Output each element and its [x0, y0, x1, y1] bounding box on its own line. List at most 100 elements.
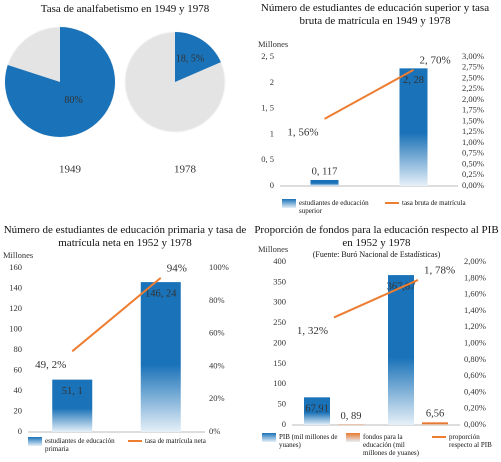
y-tick-label: 350 — [273, 276, 286, 286]
line-value-label: 1, 32% — [297, 325, 328, 337]
y2-tick-label: 3,00% — [462, 51, 484, 61]
y2-tick-label: 2,00% — [464, 256, 486, 266]
y-tick-label: 20 — [14, 405, 23, 415]
y2-tick-label: 20% — [209, 393, 225, 403]
y2-tick-label: 80% — [209, 295, 225, 305]
y-tick-label: 0 — [282, 419, 286, 429]
y-tick-label: 80 — [14, 344, 23, 354]
pie-value-label: 18, 5% — [176, 53, 204, 64]
y2-tick-label: 0,50% — [462, 158, 484, 168]
legend-label: PIB (mil millones de yuanes) — [279, 433, 338, 449]
y-tick-label: 150 — [273, 358, 286, 368]
legend-label: fondos para la educación (mil millones d… — [363, 433, 419, 457]
chart-subtitle: (Fuente: Buró Nacional de Estadísticas) — [312, 250, 441, 259]
y-tick-label: 0, 5 — [261, 154, 274, 164]
y2-tick-label: 60% — [209, 328, 225, 338]
y2-tick-label: 0,80% — [464, 354, 486, 364]
y2-tick-label: 0,20% — [464, 403, 486, 413]
y-tick-label: 1, 5 — [261, 103, 274, 113]
line-value-label: 1, 56% — [287, 126, 318, 138]
y-tick-label: 300 — [273, 297, 286, 307]
legend-swatch — [128, 440, 142, 442]
legend-swatch — [346, 433, 360, 442]
y2-tick-label: 40% — [209, 360, 225, 370]
y2-tick-label: 0,60% — [464, 370, 486, 380]
y-tick-label: 1 — [270, 128, 274, 138]
y2-tick-label: 1,00% — [464, 337, 486, 347]
y2-tick-label: 1,80% — [464, 272, 486, 282]
legend-item: tasa de matrícula neta — [128, 437, 218, 445]
y2-tick-label: 2,50% — [462, 72, 484, 82]
y-tick-label: 0 — [18, 426, 22, 436]
legend-label: tasa de matrícula neta — [145, 437, 206, 445]
bar — [52, 379, 93, 432]
pie-category-label: 1949 — [59, 164, 82, 176]
line — [324, 69, 414, 120]
y2-tick-label: 0,75% — [462, 148, 484, 158]
legend-item: estudiantes de educación superior — [282, 199, 382, 215]
bar-value-label: 2, 28 — [403, 75, 424, 86]
legend-label: estudiantes de educación superior — [299, 199, 369, 215]
y2-tick-label: 100% — [209, 262, 229, 272]
y2-tick-label: 1,60% — [464, 289, 486, 299]
pie-value-label: 80% — [64, 95, 82, 106]
legend-item: PIB (mil millones de yuanes) — [262, 433, 342, 449]
y2-tick-label: 0,25% — [462, 169, 484, 179]
bar-value-label: 0, 89 — [341, 411, 362, 422]
y2-tick-label: 0,40% — [464, 386, 486, 396]
y2-tick-label: 1,20% — [464, 321, 486, 331]
bar — [399, 68, 428, 186]
y2-tick-label: 0,00% — [464, 419, 486, 429]
bar — [310, 179, 339, 186]
legend-item: fondos para la educación (mil millones d… — [346, 433, 428, 457]
pie-category-label: 1978 — [174, 164, 197, 176]
y2-tick-label: 2,00% — [462, 94, 484, 104]
y2-tick-label: 1,00% — [462, 137, 484, 147]
legend-label: tasa bruta de matrícula — [402, 199, 466, 207]
y-tick-label: 60 — [14, 364, 23, 374]
line — [333, 279, 419, 319]
bar — [304, 397, 330, 425]
line-value-label: 49, 2% — [35, 359, 66, 371]
y-tick-label: 120 — [9, 303, 22, 313]
chart-title: Tasa de analfabetismo en 1949 y 1978 — [40, 3, 210, 15]
y-tick-label: 40 — [14, 385, 23, 395]
y-axis-label: Millones — [3, 250, 33, 260]
y-tick-label: 160 — [9, 262, 22, 272]
y2-tick-label: 2,25% — [462, 83, 484, 93]
y2-tick-label: 1,25% — [462, 126, 484, 136]
y-tick-label: 100 — [9, 323, 22, 333]
legend-label: proporción respecto al PIB — [449, 433, 492, 449]
y-tick-label: 140 — [9, 282, 22, 292]
legend-swatch — [385, 202, 399, 204]
legend-swatch — [262, 433, 276, 442]
bar — [422, 422, 448, 425]
legend-swatch — [28, 437, 42, 446]
bar-value-label: 6,56 — [426, 409, 444, 420]
legend-item: tasa bruta de matrícula — [385, 199, 485, 207]
bar — [140, 282, 181, 432]
bar — [388, 275, 414, 425]
y-axis-label: Millones — [258, 244, 288, 254]
legend-swatch — [282, 199, 296, 208]
pie-slice — [175, 32, 221, 82]
y-tick-label: 400 — [273, 256, 286, 266]
y-tick-label: 50 — [278, 399, 287, 409]
y2-tick-label: 2,75% — [462, 62, 484, 72]
legend-label: estudiantes de educación primaria — [45, 437, 115, 453]
y2-tick-label: 1,50% — [462, 115, 484, 125]
y2-tick-label: 1,75% — [462, 105, 484, 115]
y2-tick-label: 0% — [209, 426, 220, 436]
bar-value-label: 146, 24 — [145, 289, 177, 300]
chart-title: Proporción de fondos para la educación r… — [254, 224, 499, 249]
y-tick-label: 2 — [270, 77, 274, 87]
y-tick-label: 100 — [273, 378, 286, 388]
y-tick-label: 2, 5 — [261, 51, 274, 61]
line-value-label: 94% — [167, 262, 187, 274]
line — [71, 277, 162, 353]
y-tick-label: 250 — [273, 317, 286, 327]
y2-tick-label: 0,00% — [462, 180, 484, 190]
bar-value-label: 51, 1 — [62, 386, 83, 397]
